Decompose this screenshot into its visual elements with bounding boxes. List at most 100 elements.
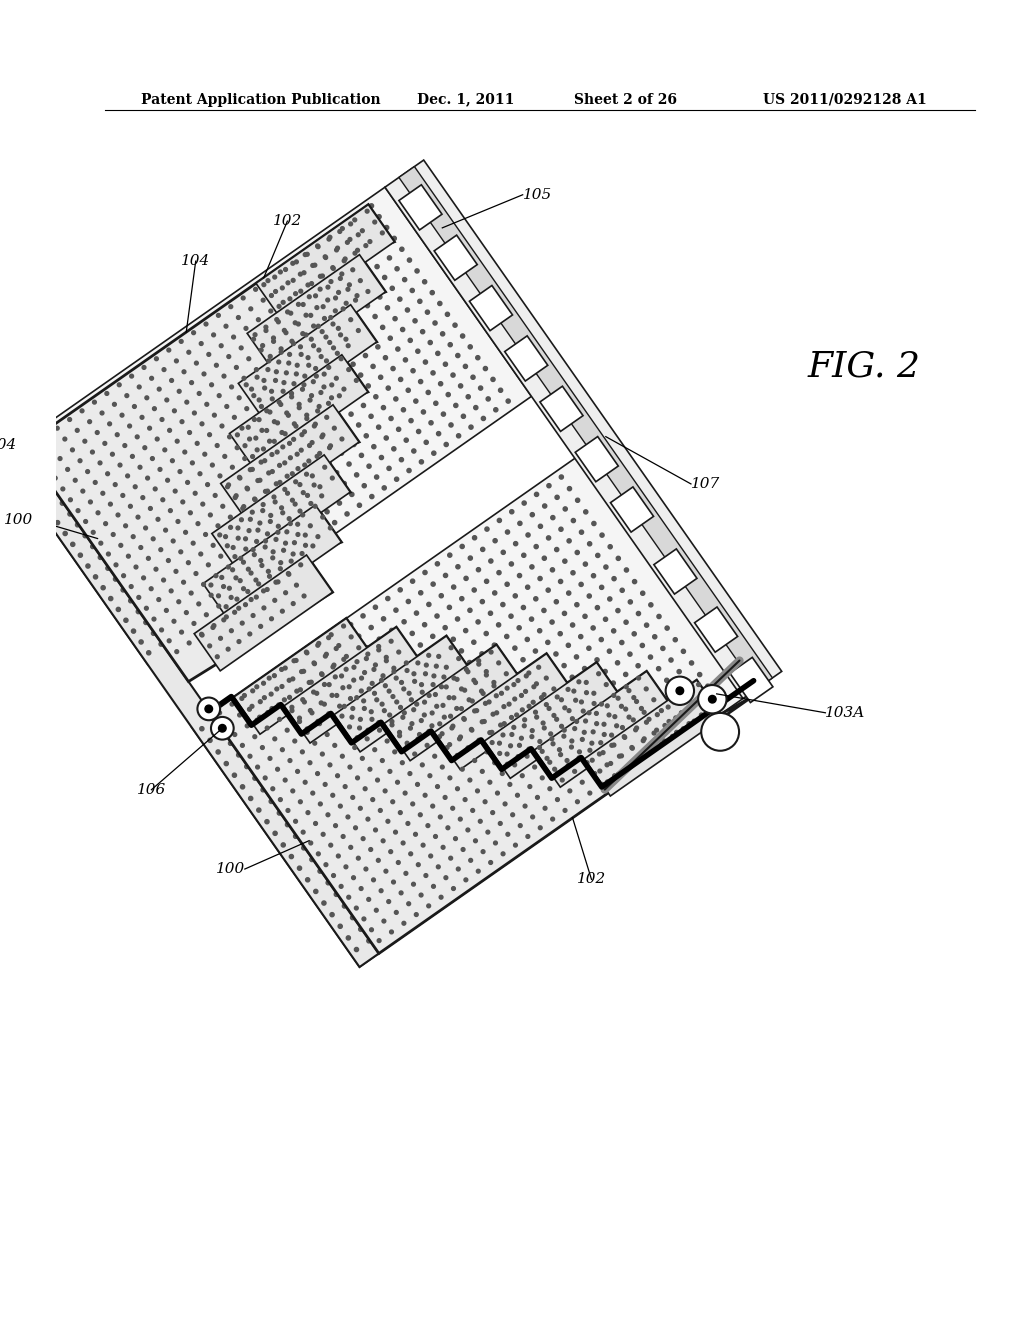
Circle shape	[357, 726, 361, 730]
Circle shape	[227, 586, 231, 590]
Circle shape	[463, 733, 467, 737]
Circle shape	[283, 329, 287, 333]
Circle shape	[398, 378, 402, 381]
Circle shape	[356, 232, 360, 236]
Circle shape	[130, 375, 133, 378]
Circle shape	[441, 704, 444, 708]
Circle shape	[304, 651, 308, 653]
Circle shape	[471, 375, 475, 379]
Circle shape	[435, 562, 439, 566]
Circle shape	[213, 507, 217, 512]
Circle shape	[426, 824, 430, 828]
Circle shape	[288, 696, 292, 700]
Circle shape	[274, 675, 279, 678]
Circle shape	[430, 686, 434, 690]
Circle shape	[342, 705, 346, 709]
Circle shape	[574, 603, 579, 607]
Circle shape	[275, 544, 280, 549]
Circle shape	[257, 412, 261, 416]
Circle shape	[152, 631, 156, 635]
Circle shape	[339, 451, 343, 455]
Circle shape	[23, 446, 27, 451]
Circle shape	[234, 494, 238, 498]
Circle shape	[517, 678, 521, 682]
Circle shape	[392, 817, 396, 821]
Circle shape	[326, 300, 330, 304]
Circle shape	[136, 399, 141, 403]
Circle shape	[276, 704, 281, 706]
Circle shape	[701, 713, 739, 751]
Circle shape	[628, 652, 632, 656]
Circle shape	[446, 392, 451, 397]
Circle shape	[398, 587, 402, 591]
Circle shape	[377, 742, 381, 746]
Circle shape	[236, 597, 239, 601]
Circle shape	[332, 441, 336, 445]
Circle shape	[307, 247, 311, 251]
Circle shape	[677, 722, 681, 726]
Circle shape	[339, 804, 342, 808]
Circle shape	[357, 645, 360, 649]
Circle shape	[215, 458, 219, 462]
Circle shape	[506, 833, 510, 836]
Circle shape	[624, 725, 628, 729]
Circle shape	[426, 391, 430, 395]
Circle shape	[636, 664, 640, 668]
Circle shape	[364, 867, 368, 871]
Circle shape	[278, 718, 282, 721]
Circle shape	[307, 459, 310, 463]
Circle shape	[376, 345, 380, 348]
Circle shape	[442, 730, 446, 734]
Circle shape	[284, 331, 288, 334]
Circle shape	[243, 457, 247, 461]
Circle shape	[293, 541, 296, 545]
Circle shape	[181, 594, 185, 598]
Circle shape	[260, 564, 264, 568]
Circle shape	[317, 404, 322, 408]
Circle shape	[471, 797, 475, 801]
Text: Patent Application Publication: Patent Application Publication	[140, 92, 380, 107]
Circle shape	[55, 426, 59, 430]
Circle shape	[429, 895, 433, 899]
Circle shape	[652, 635, 656, 639]
Circle shape	[391, 921, 395, 925]
Circle shape	[441, 834, 445, 838]
Circle shape	[665, 678, 669, 682]
Circle shape	[546, 589, 550, 593]
Circle shape	[285, 425, 289, 429]
Circle shape	[327, 459, 331, 463]
Circle shape	[179, 550, 182, 553]
Circle shape	[285, 529, 289, 533]
Circle shape	[291, 602, 295, 606]
Circle shape	[522, 723, 526, 727]
Circle shape	[257, 417, 261, 421]
Polygon shape	[694, 607, 737, 652]
Circle shape	[334, 824, 338, 828]
Circle shape	[383, 789, 387, 793]
Circle shape	[397, 692, 401, 697]
Circle shape	[329, 843, 333, 847]
Circle shape	[427, 904, 430, 908]
Circle shape	[217, 594, 220, 598]
Circle shape	[286, 718, 291, 722]
Circle shape	[224, 709, 228, 713]
Circle shape	[226, 647, 230, 651]
Circle shape	[281, 610, 285, 612]
Circle shape	[316, 851, 321, 855]
Circle shape	[258, 573, 262, 577]
Circle shape	[196, 536, 200, 540]
Circle shape	[348, 766, 352, 770]
Circle shape	[219, 343, 223, 347]
Circle shape	[205, 403, 209, 407]
Circle shape	[294, 730, 298, 734]
Circle shape	[174, 359, 178, 363]
Circle shape	[652, 698, 655, 702]
Circle shape	[372, 445, 376, 449]
Circle shape	[323, 466, 327, 469]
Circle shape	[108, 516, 112, 520]
Circle shape	[360, 756, 365, 760]
Circle shape	[394, 911, 398, 915]
Circle shape	[460, 686, 464, 690]
Circle shape	[279, 797, 283, 801]
Circle shape	[482, 719, 486, 723]
